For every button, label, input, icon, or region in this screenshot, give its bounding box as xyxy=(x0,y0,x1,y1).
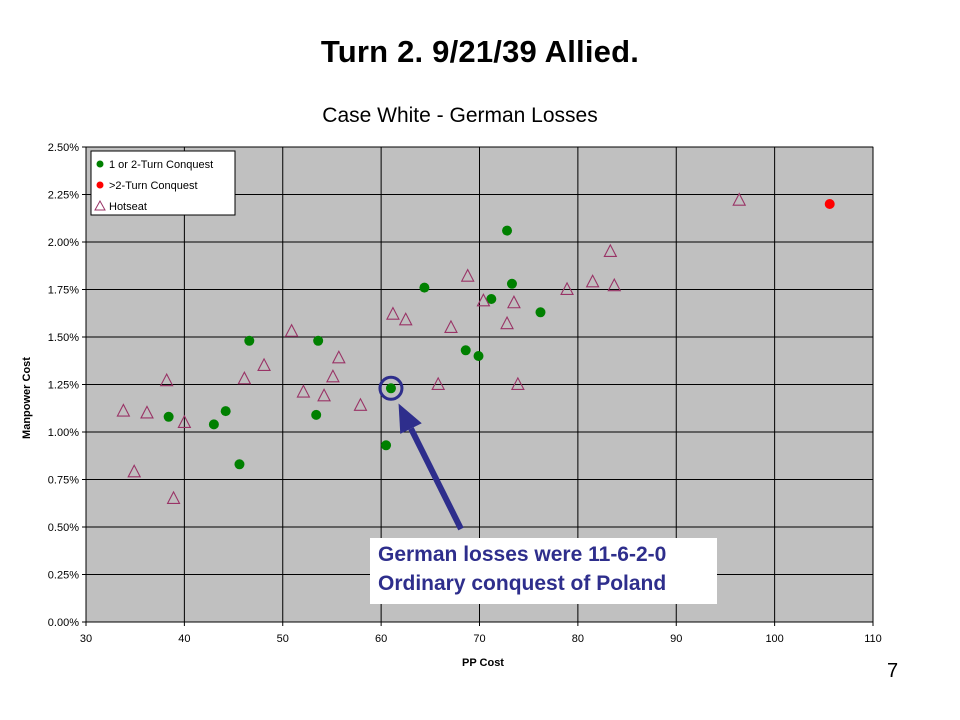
hotseat-point xyxy=(507,295,521,309)
conquest-point xyxy=(824,199,835,209)
conquest-point xyxy=(234,459,245,470)
y-tick-label: 0.00% xyxy=(48,617,79,629)
conquest-point xyxy=(244,335,255,346)
hotseat-point xyxy=(177,414,192,429)
y-tick-label: 0.50% xyxy=(48,522,79,534)
x-tick-label: 70 xyxy=(473,633,485,645)
hotseat-point xyxy=(500,315,514,330)
conquest-point xyxy=(506,278,517,289)
x-tick-label: 110 xyxy=(864,633,882,645)
y-tick-label: 0.75% xyxy=(48,475,79,487)
legend-marker-circle xyxy=(96,181,104,189)
legend: 1 or 2-Turn Conquest >2-Turn Conquest Hots… xyxy=(90,150,236,216)
conquest-point xyxy=(163,411,174,422)
hotseat-point xyxy=(127,464,142,478)
y-tick-label: 2.25% xyxy=(48,190,79,202)
hotseat-point xyxy=(444,319,458,333)
highlight-ring xyxy=(378,375,404,401)
hotseat-point xyxy=(353,397,368,411)
callout-annotation xyxy=(378,375,464,531)
conquest-point xyxy=(502,225,513,236)
slide-title: Turn 2. 9/21/39 Allied. xyxy=(320,34,640,69)
hotseat-point xyxy=(603,243,618,257)
conquest-point xyxy=(220,406,231,417)
conquest-point xyxy=(486,294,497,304)
callout-arrow-head xyxy=(398,403,422,434)
conquest-point xyxy=(473,351,484,361)
conquest-point xyxy=(385,383,396,394)
hotseat-point xyxy=(140,405,154,419)
hotseat-point xyxy=(237,371,252,385)
hotseat-point xyxy=(317,388,331,402)
hotseat-point xyxy=(476,293,491,307)
y-tick-label: 2.50% xyxy=(48,142,79,154)
y-tick-label: 0.25% xyxy=(48,570,79,582)
y-tick-label: 1.25% xyxy=(48,380,79,392)
x-tick-label: 40 xyxy=(178,633,190,645)
legend-box xyxy=(90,150,236,216)
conquest-point xyxy=(381,440,392,451)
hotseat-point xyxy=(398,312,413,326)
legend-marker-triangle xyxy=(94,199,106,211)
x-tick-label: 60 xyxy=(375,633,387,645)
legend-label: Hotseat xyxy=(109,201,147,213)
hotseat-point xyxy=(732,192,747,206)
series-2 xyxy=(116,192,747,505)
x-tick-label: 80 xyxy=(572,633,584,645)
conquest-point xyxy=(460,345,471,356)
hotseat-point xyxy=(296,384,311,398)
conquest-point xyxy=(311,409,322,420)
y-axis-label: Manpower Cost xyxy=(21,357,33,439)
hotseat-point xyxy=(431,376,446,391)
conquest-point xyxy=(313,335,324,346)
hotseat-point xyxy=(585,274,600,288)
hotseat-point xyxy=(116,403,131,417)
x-tick-label: 50 xyxy=(277,633,289,645)
hotseat-point xyxy=(607,277,622,292)
x-tick-label: 30 xyxy=(80,633,92,645)
hotseat-point xyxy=(560,281,574,295)
hotseat-point xyxy=(159,372,174,387)
hotseat-point xyxy=(331,350,346,364)
x-axis-label: PP Cost xyxy=(462,657,504,669)
hotseat-point xyxy=(257,357,271,372)
conquest-point xyxy=(535,307,546,318)
hotseat-point xyxy=(510,376,525,391)
y-tick-label: 2.00% xyxy=(48,237,79,249)
y-tick-label: 1.00% xyxy=(48,427,79,439)
callout-arrow-shaft xyxy=(408,427,464,531)
callout-line-2: Ordinary conquest of Poland xyxy=(378,572,667,595)
callout-line-1: German losses were 11-6-2-0 xyxy=(378,543,667,566)
chart-area: Case White - German Losses 0.00% 0.25% 0.5… xyxy=(18,86,888,676)
chart-title: Case White - German Losses xyxy=(322,104,597,127)
legend-label: 1 or 2-Turn Conquest xyxy=(109,159,213,171)
conquest-point xyxy=(208,419,219,430)
x-tick-label: 100 xyxy=(765,633,783,645)
hotseat-point xyxy=(326,369,340,383)
legend-label: >2-Turn Conquest xyxy=(109,180,198,192)
x-tick-label: 90 xyxy=(670,633,682,645)
conquest-point xyxy=(419,282,430,293)
hotseat-point xyxy=(284,323,299,337)
y-tick-label: 1.50% xyxy=(48,332,79,344)
hotseat-point xyxy=(460,268,475,282)
hotseat-point xyxy=(386,306,400,320)
y-tick-label: 1.75% xyxy=(48,285,79,297)
series-0 xyxy=(163,225,546,470)
hotseat-point xyxy=(166,490,181,505)
callout-box: German losses were 11-6-2-0 Ordinary con… xyxy=(370,538,717,604)
legend-marker-circle xyxy=(96,160,104,168)
page-number: 7 xyxy=(887,660,899,682)
series-1 xyxy=(824,199,835,209)
